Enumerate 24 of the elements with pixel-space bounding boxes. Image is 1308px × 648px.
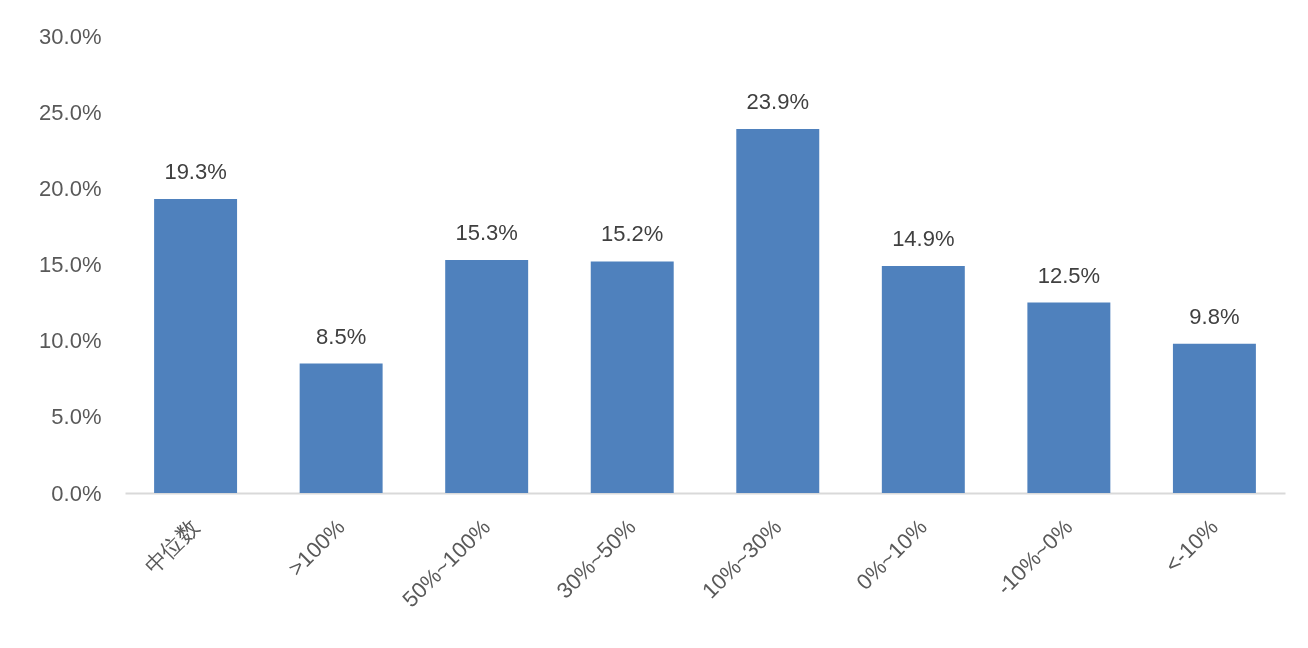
data-label: 15.3% [455,219,518,245]
data-label: 9.8% [1189,303,1240,329]
bar [736,128,820,493]
y-tick-label: 20.0% [39,175,102,201]
y-tick-label: 15.0% [39,252,102,277]
y-tick-label: 30.0% [39,23,102,49]
data-label: 14.9% [892,226,955,252]
data-label: 12.5% [1037,262,1101,288]
bar [590,261,674,493]
bar [445,259,529,493]
y-tick-label: 10.0% [39,328,102,354]
bar [881,266,965,493]
data-label: 19.3% [164,159,227,184]
y-tick-label: 0.0% [51,480,102,506]
bar [1027,302,1111,493]
bar [1172,343,1256,493]
bar [154,199,238,493]
y-tick-label: 25.0% [39,99,102,125]
data-label: 8.5% [316,323,367,349]
data-label: 23.9% [746,88,809,114]
y-tick-label: 5.0% [51,404,102,430]
x-tick-label: 中位数 [139,514,205,579]
bar [299,363,383,493]
data-label: 15.2% [601,221,664,247]
